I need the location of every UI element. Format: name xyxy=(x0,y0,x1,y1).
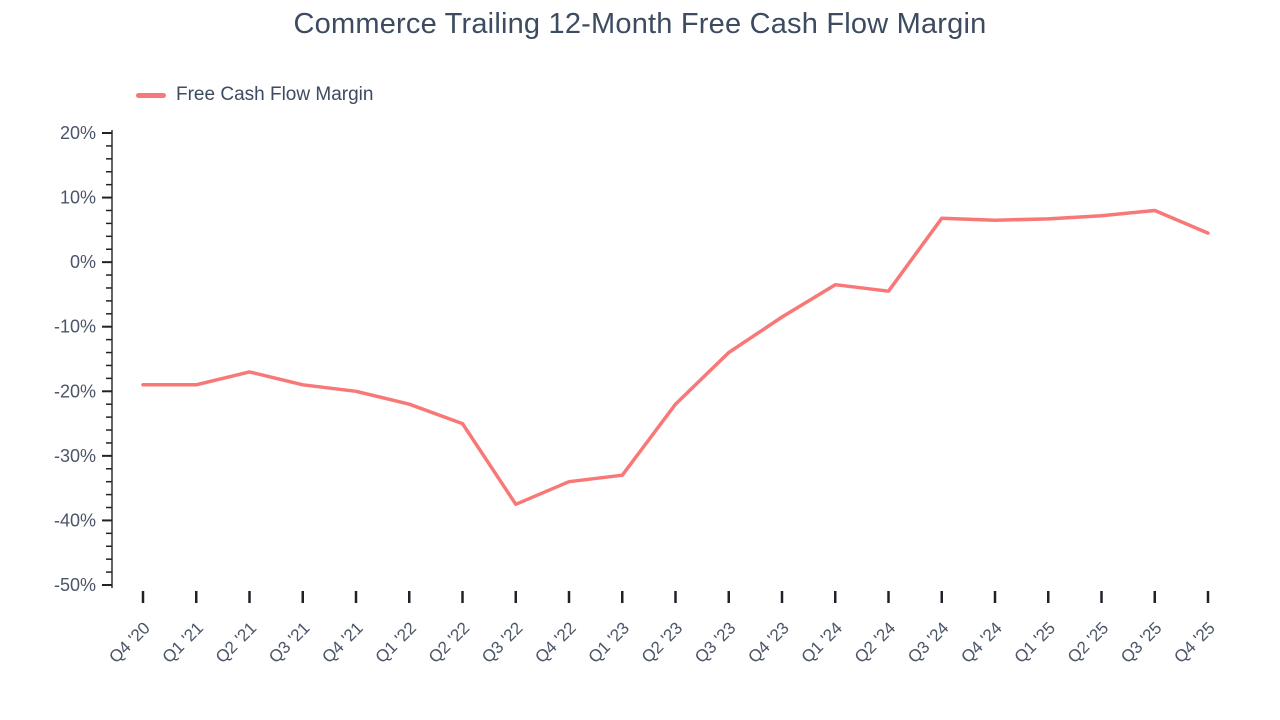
x-axis-tick-label: Q2 '21 xyxy=(212,618,260,666)
x-axis-tick-label: Q3 '24 xyxy=(904,618,952,666)
x-axis-tick-label: Q3 '23 xyxy=(691,618,739,666)
x-axis-tick-label: Q2 '25 xyxy=(1064,618,1112,666)
x-axis-tick-label: Q4 '24 xyxy=(957,618,1005,666)
chart-title: Commerce Trailing 12-Month Free Cash Flo… xyxy=(293,8,987,40)
x-axis-tick-label: Q1 '22 xyxy=(372,618,420,666)
x-axis-tick-label: Q1 '21 xyxy=(159,618,207,666)
x-axis-tick-label: Q1 '24 xyxy=(798,618,846,666)
x-axis-tick-label: Q4 '22 xyxy=(531,618,579,666)
x-axis-tick-label: Q3 '22 xyxy=(478,618,526,666)
y-axis-tick-label: -50% xyxy=(54,575,96,595)
x-axis-tick-label: Q4 '25 xyxy=(1170,618,1218,666)
y-axis-tick-label: -40% xyxy=(54,510,96,530)
x-axis-tick-label: Q2 '24 xyxy=(851,618,899,666)
y-axis-tick-label: -20% xyxy=(54,381,96,401)
series-line-free-cash-flow-margin xyxy=(141,208,1210,507)
x-axis-tick-label: Q4 '21 xyxy=(318,618,366,666)
x-axis-tick-label: Q3 '25 xyxy=(1117,618,1165,666)
legend-line-swatch xyxy=(136,92,166,98)
legend[interactable]: Free Cash Flow Margin xyxy=(136,84,373,106)
x-axis-tick-label: Q2 '23 xyxy=(638,618,686,666)
x-axis-tick-label: Q4 '20 xyxy=(105,618,153,666)
y-axis-tick-label: 20% xyxy=(60,123,96,143)
y-axis-tick-label: 10% xyxy=(60,188,96,208)
x-axis-tick-label: Q2 '22 xyxy=(425,618,473,666)
y-axis-tick-label: -30% xyxy=(54,446,96,466)
legend-label: Free Cash Flow Margin xyxy=(176,84,374,105)
y-axis-tick-label: -10% xyxy=(54,317,96,337)
x-axis-tick-label: Q4 '23 xyxy=(744,618,792,666)
x-axis-tick-label: Q1 '23 xyxy=(585,618,633,666)
x-axis-tick-label: Q3 '21 xyxy=(265,618,313,666)
x-axis-tick-label: Q1 '25 xyxy=(1011,618,1059,666)
y-axis-tick-label: 0% xyxy=(70,252,96,272)
